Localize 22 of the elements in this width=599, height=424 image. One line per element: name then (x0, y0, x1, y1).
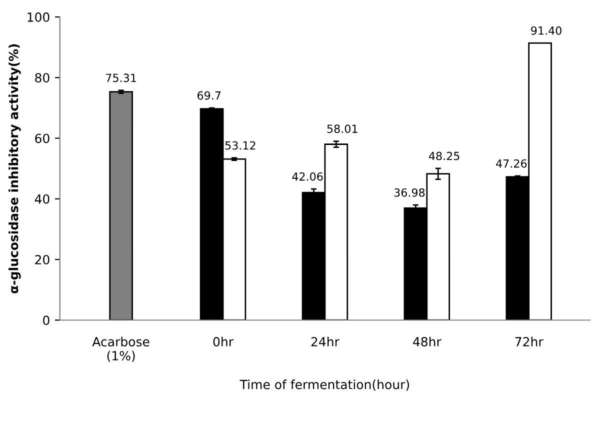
x-tick-label: 24hr (311, 336, 340, 346)
data-label: 75.31 (106, 74, 136, 82)
x-tick-label: 48hr (413, 336, 442, 346)
y-tick-label: 80 (35, 73, 50, 83)
data-label: 42.06 (292, 172, 323, 181)
y-tick-label: 20 (35, 254, 50, 264)
data-label: 58.01 (327, 124, 358, 134)
data-label: 36.98 (394, 188, 425, 197)
data-label: 91.40 (531, 26, 562, 35)
y-axis-title: α-glucosidase inhibitory activity(%) (8, 44, 21, 294)
x-tick-label: 72hr (515, 336, 544, 346)
y-tick-label: 40 (34, 194, 50, 204)
y-tick-label: 60 (35, 134, 50, 144)
y-tick-label: 100 (28, 12, 50, 22)
data-label: 47.26 (496, 159, 527, 168)
x-tick-label: 0hr (213, 336, 234, 346)
x-axis-title: Time of fermentation(hour) (240, 380, 410, 391)
x-tick-label: Acarbose (1%) (92, 336, 150, 362)
data-label: 48.25 (428, 152, 460, 160)
y-tick-label: 0 (43, 316, 50, 326)
data-label: 53.12 (225, 141, 256, 150)
data-label: 69.7 (198, 91, 221, 100)
